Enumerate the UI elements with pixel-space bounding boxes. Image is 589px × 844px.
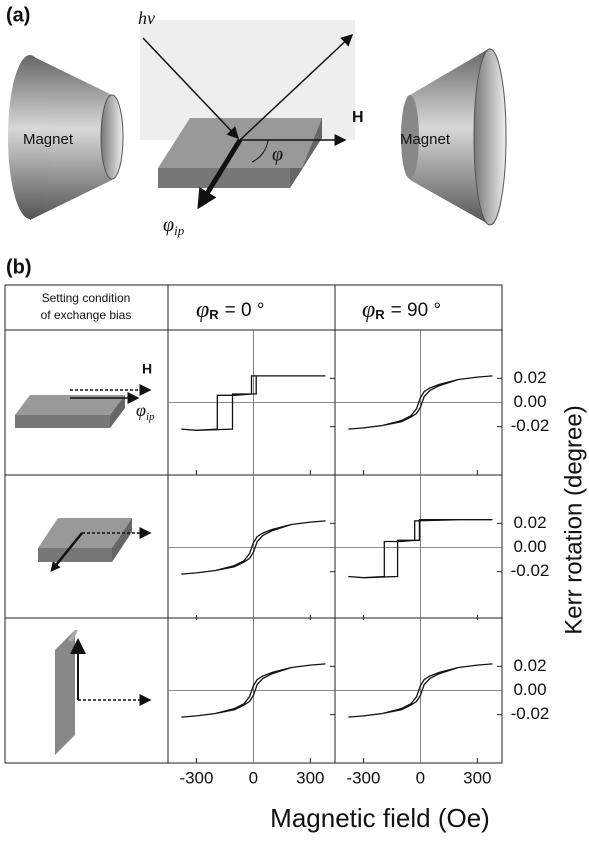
angle-label: φ [272, 144, 283, 166]
panel-b: (b) Setting condition of exchange bias φ… [5, 256, 587, 833]
x-tick-label: -300 [346, 768, 380, 787]
y-tick-label: 0.00 [513, 392, 546, 411]
x-tick-label: 300 [296, 768, 324, 787]
x-tick-label: 0 [249, 768, 258, 787]
x-axis-title: Magnetic field (Oe) [270, 803, 490, 833]
setting-row-1: H φip [15, 361, 155, 428]
y-axis-title: Kerr rotation (degree) [560, 405, 587, 634]
field-label: H [352, 109, 364, 126]
column-header: φR= 0 ° [196, 297, 265, 323]
y-tick-label: -0.02 [511, 704, 550, 723]
y-tick-label: -0.02 [511, 561, 550, 580]
header-text: Setting condition [42, 291, 131, 305]
panel-a: (a) Magnet Magnet hν H φ φip [6, 4, 506, 238]
panel-label: (b) [6, 256, 32, 278]
y-tick-label: 0.02 [513, 368, 546, 387]
y-tick-label: 0.00 [513, 537, 546, 556]
figure: (a) Magnet Magnet hν H φ φip (b) Setting… [0, 0, 589, 839]
x-tick-label: 0 [416, 768, 425, 787]
setting-row-3 [55, 630, 150, 755]
x-tick-label: 300 [463, 768, 491, 787]
panel-label: (a) [6, 4, 30, 26]
magnet-label: Magnet [23, 131, 74, 148]
y-tick-label: 0.02 [513, 656, 546, 675]
x-tick-label: -300 [179, 768, 213, 787]
ip-label: φip [136, 400, 155, 422]
sample-front [158, 168, 290, 188]
y-tick-label: 0.02 [513, 513, 546, 532]
column-header: φR= 90 ° [362, 297, 441, 323]
magnet-left-pole [101, 95, 123, 179]
magnet-label: Magnet [400, 131, 451, 148]
magnet-right-face [474, 49, 506, 225]
header-text: of exchange bias [41, 308, 132, 322]
y-tick-label: 0.00 [513, 680, 546, 699]
y-tick-label: -0.02 [511, 416, 550, 435]
ip-label: φip [163, 214, 185, 238]
photon-label: hν [138, 8, 155, 28]
setting-row-2 [38, 518, 150, 570]
field-label: H [142, 361, 152, 377]
